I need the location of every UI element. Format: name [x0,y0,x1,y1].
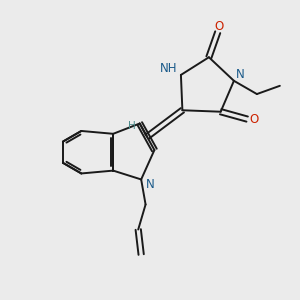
Text: N: N [146,178,154,191]
Text: NH: NH [160,62,177,75]
Text: O: O [249,112,258,126]
Text: N: N [236,68,245,81]
Text: O: O [214,20,223,33]
Text: H: H [128,122,136,131]
